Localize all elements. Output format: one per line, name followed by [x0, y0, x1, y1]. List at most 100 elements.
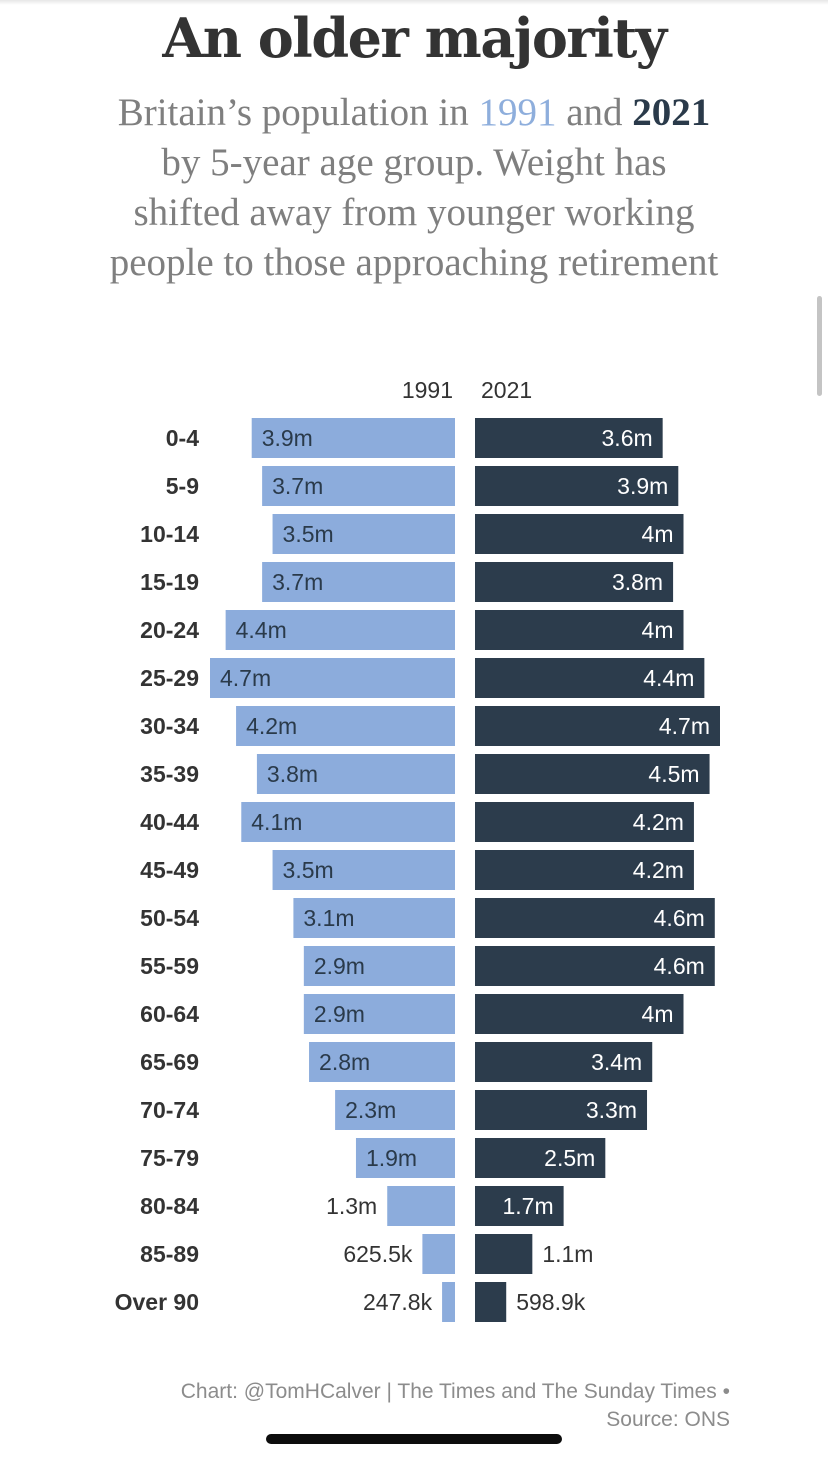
- bar-1991: [272, 514, 455, 554]
- value-label-2021: 4.6m: [654, 905, 705, 931]
- bar-1991: [293, 898, 455, 938]
- category-label: 40-44: [140, 809, 199, 835]
- bar-2021: [475, 1090, 648, 1130]
- chart-title: An older majority: [162, 6, 667, 70]
- value-label-2021: 1.1m: [542, 1241, 593, 1267]
- bar-1991: [251, 418, 455, 458]
- category-label: 55-59: [140, 953, 199, 979]
- value-label-2021: 3.6m: [602, 425, 653, 451]
- bar-2021: [475, 994, 684, 1034]
- bar-1991: [303, 946, 455, 986]
- value-label-1991: 3.5m: [283, 521, 334, 547]
- bar-1991: [256, 754, 455, 794]
- value-label-2021: 3.9m: [617, 473, 668, 499]
- category-label: 5-9: [166, 473, 199, 499]
- bar-1991: [262, 562, 455, 602]
- scrollbar-thumb[interactable]: [817, 296, 822, 396]
- value-label-1991: 3.9m: [262, 425, 313, 451]
- category-label: 35-39: [140, 761, 199, 787]
- subtitle-text-start: Britain’s population in: [117, 91, 479, 134]
- value-label-1991: 4.1m: [251, 809, 302, 835]
- footer-source: Source: ONS: [606, 1408, 730, 1431]
- category-label: 15-19: [140, 569, 199, 595]
- category-label: 85-89: [140, 1241, 199, 1267]
- bar-2021: [475, 754, 710, 794]
- subtitle-year-1991: 1991: [478, 91, 557, 134]
- chart-footer: Chart: @TomHCalver | The Times and The S…: [90, 1378, 730, 1434]
- bar-2021: [475, 850, 694, 890]
- value-label-1991: 3.8m: [267, 761, 318, 787]
- value-label-1991: 1.9m: [366, 1145, 417, 1171]
- bar-2021: [475, 1282, 507, 1322]
- bar-2021: [475, 514, 684, 554]
- home-indicator[interactable]: [266, 1434, 562, 1444]
- value-label-1991: 2.9m: [314, 953, 365, 979]
- value-label-2021: 1.7m: [502, 1193, 553, 1219]
- category-label: 65-69: [140, 1049, 199, 1075]
- bar-2021: [475, 802, 694, 842]
- chart-rows: 0-4 3.9m 3.6m 5-9 3.7m 3.9m 10-14 3.5m 4m 15-19 3.…: [115, 418, 720, 1322]
- value-label-2021: 4m: [642, 617, 674, 643]
- value-label-1991: 625.5k: [343, 1241, 413, 1267]
- bar-1991: [241, 802, 455, 842]
- value-label-2021: 4.7m: [659, 713, 710, 739]
- bar-2021: [475, 466, 679, 506]
- value-label-2021: 3.4m: [591, 1049, 642, 1075]
- bar-1991: [236, 706, 455, 746]
- bar-1991: [309, 1042, 455, 1082]
- value-label-1991: 2.9m: [314, 1001, 365, 1027]
- bar-1991: [272, 850, 455, 890]
- category-label: 10-14: [140, 521, 199, 547]
- bar-2021: [475, 1138, 606, 1178]
- footer-credit: Chart: @TomHCalver | The Times and The S…: [180, 1380, 730, 1403]
- value-label-1991: 3.7m: [272, 473, 323, 499]
- bar-2021: [475, 898, 715, 938]
- chart-subtitle: Britain’s population in 1991 and 2021 by…: [104, 88, 724, 288]
- subtitle-year-2021: 2021: [632, 91, 711, 134]
- value-label-2021: 4.5m: [648, 761, 699, 787]
- category-label: 50-54: [140, 905, 199, 931]
- value-label-1991: 3.7m: [272, 569, 323, 595]
- category-label: 80-84: [140, 1193, 199, 1219]
- value-label-2021: 4m: [642, 521, 674, 547]
- bar-1991: [262, 466, 455, 506]
- bar-2021: [475, 1234, 533, 1274]
- bar-2021: [475, 946, 715, 986]
- bar-1991: [303, 994, 455, 1034]
- category-label: 20-24: [140, 617, 199, 643]
- category-label: 75-79: [140, 1145, 199, 1171]
- value-label-2021: 4.6m: [654, 953, 705, 979]
- series-header-2021: 2021: [481, 377, 532, 403]
- bar-2021: [475, 1042, 653, 1082]
- subtitle-text-end: by 5-year age group. Weight has shifted …: [109, 141, 719, 284]
- category-label: 70-74: [140, 1097, 199, 1123]
- bar-2021: [475, 418, 663, 458]
- category-label: 45-49: [140, 857, 199, 883]
- category-label: 60-64: [140, 1001, 199, 1027]
- bar-1991: [387, 1186, 455, 1226]
- category-label: 0-4: [166, 425, 199, 451]
- top-rule: [0, 0, 828, 5]
- value-label-1991: 2.3m: [345, 1097, 396, 1123]
- value-label-2021: 4.4m: [643, 665, 694, 691]
- value-label-1991: 4.7m: [220, 665, 271, 691]
- bar-1991: [335, 1090, 455, 1130]
- value-label-2021: 2.5m: [544, 1145, 595, 1171]
- value-label-1991: 4.4m: [236, 617, 287, 643]
- category-label: 30-34: [140, 713, 199, 739]
- value-label-2021: 4m: [642, 1001, 674, 1027]
- bar-1991: [225, 610, 455, 650]
- category-label: 25-29: [140, 665, 199, 691]
- series-header-1991: 1991: [402, 377, 453, 403]
- bar-1991: [422, 1234, 455, 1274]
- value-label-2021: 3.8m: [612, 569, 663, 595]
- value-label-2021: 4.2m: [633, 857, 684, 883]
- value-label-1991: 3.1m: [303, 905, 354, 931]
- value-label-2021: 4.2m: [633, 809, 684, 835]
- bar-2021: [475, 610, 684, 650]
- bar-2021: [475, 562, 674, 602]
- bar-1991: [355, 1138, 455, 1178]
- subtitle-text-middle: and: [556, 91, 633, 134]
- value-label-1991: 4.2m: [246, 713, 297, 739]
